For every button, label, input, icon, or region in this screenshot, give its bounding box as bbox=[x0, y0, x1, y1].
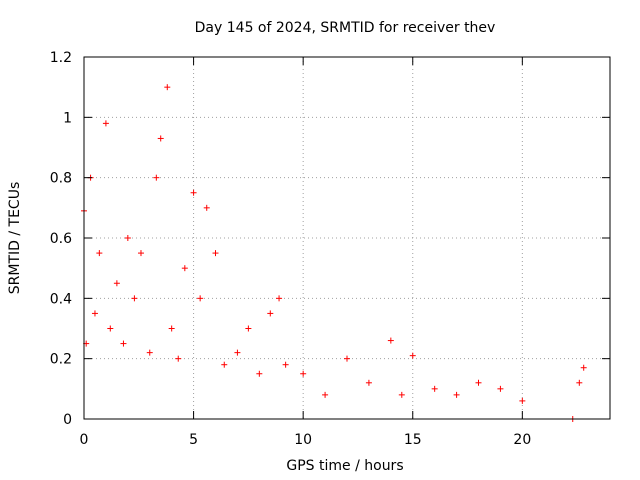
data-point bbox=[212, 250, 219, 257]
data-point bbox=[282, 361, 289, 368]
x-tick-label: 20 bbox=[513, 432, 531, 448]
data-point bbox=[475, 379, 482, 386]
data-point bbox=[300, 370, 307, 377]
y-tick-label: 1 bbox=[63, 110, 72, 126]
y-tick-label: 0.8 bbox=[50, 171, 72, 187]
data-point bbox=[344, 355, 350, 362]
data-point bbox=[157, 135, 164, 142]
data-point bbox=[322, 391, 329, 398]
data-point bbox=[175, 355, 182, 362]
data-point bbox=[102, 120, 109, 127]
data-point bbox=[164, 84, 171, 91]
y-tick-label: 0.6 bbox=[50, 231, 72, 247]
data-point bbox=[221, 361, 228, 368]
x-axis-label: GPS time / hours bbox=[286, 458, 403, 474]
y-tick-label: 0 bbox=[63, 412, 72, 428]
data-point bbox=[153, 174, 160, 181]
tick-labels: 0 0.2 0.4 0.6 0.8 1 1.2 0 5 10 15 20 bbox=[50, 50, 532, 448]
data-point bbox=[519, 397, 526, 404]
grid bbox=[84, 57, 610, 419]
chart-title: Day 145 of 2024, SRMTID for receiver the… bbox=[195, 20, 496, 36]
x-tick-label: 10 bbox=[294, 432, 312, 448]
data-point bbox=[580, 364, 587, 371]
data-point bbox=[107, 325, 114, 332]
data-point bbox=[365, 379, 372, 386]
data-point bbox=[398, 391, 405, 398]
data-point bbox=[131, 295, 138, 302]
data-point bbox=[91, 310, 98, 317]
data-point bbox=[124, 235, 131, 241]
data-point bbox=[168, 325, 175, 332]
y-tick-label: 1.2 bbox=[50, 50, 72, 66]
y-tick-label: 0.4 bbox=[50, 291, 72, 307]
data-point bbox=[431, 385, 438, 392]
data-point bbox=[453, 391, 460, 398]
data-point bbox=[113, 280, 120, 287]
x-tick-label: 5 bbox=[189, 432, 198, 448]
data-point bbox=[146, 349, 153, 356]
data-point bbox=[497, 385, 504, 392]
data-point bbox=[197, 295, 204, 302]
data-point bbox=[137, 250, 144, 257]
data-point bbox=[203, 204, 210, 211]
data-point bbox=[267, 310, 274, 317]
data-point bbox=[190, 189, 197, 196]
y-tick-label: 0.2 bbox=[50, 352, 72, 368]
data-point bbox=[276, 295, 283, 302]
data-point bbox=[387, 337, 394, 344]
data-point bbox=[576, 379, 583, 386]
data-points bbox=[81, 84, 587, 422]
y-axis-label: SRMTID / TECUs bbox=[7, 182, 23, 295]
data-point bbox=[256, 370, 263, 377]
x-tick-label: 15 bbox=[404, 432, 422, 448]
data-point bbox=[96, 250, 103, 257]
axis-ticks bbox=[83, 56, 610, 420]
data-point bbox=[181, 265, 188, 272]
data-point bbox=[234, 349, 241, 356]
data-point bbox=[245, 325, 252, 332]
data-point bbox=[120, 340, 127, 347]
data-point bbox=[409, 352, 416, 359]
x-tick-label: 0 bbox=[80, 432, 89, 448]
